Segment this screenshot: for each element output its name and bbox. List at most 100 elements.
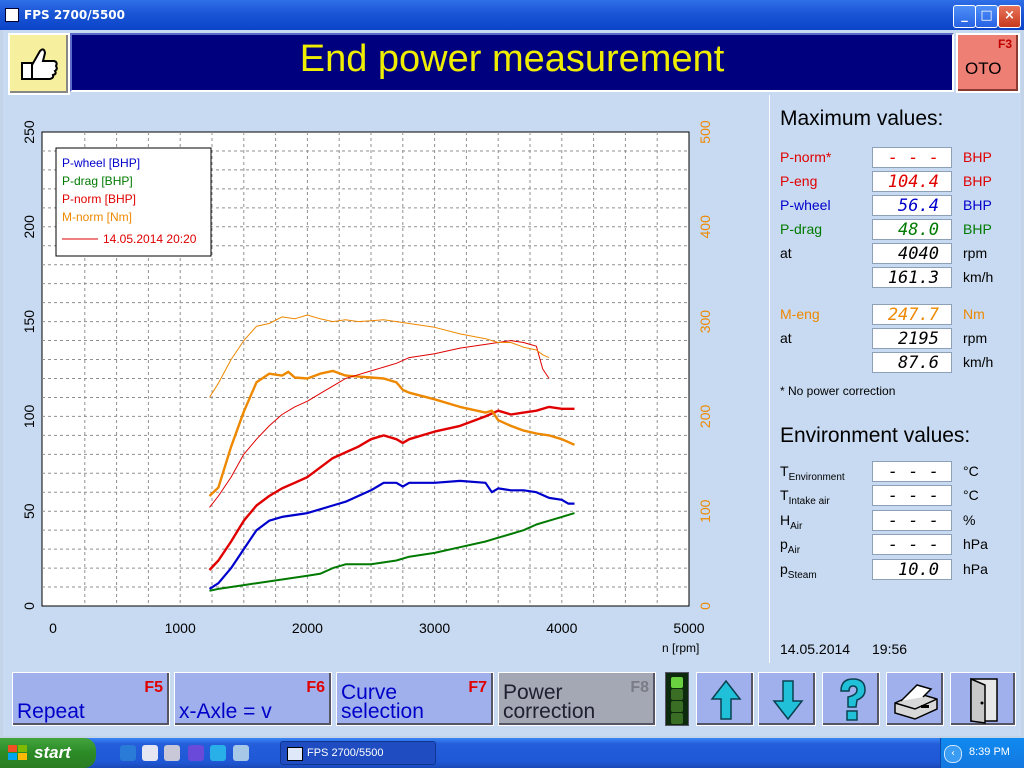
environment-value-display: - - - -.- bbox=[872, 461, 952, 503]
y-left-tick-label: 100 bbox=[21, 405, 37, 429]
max-value-unit: km/h bbox=[963, 269, 994, 285]
status-light bbox=[665, 672, 689, 726]
max-value-unit: rpm bbox=[963, 330, 988, 346]
minimize-button[interactable]: _ bbox=[953, 5, 976, 28]
status-lamp bbox=[671, 713, 683, 724]
max-values-title: Maximum values: bbox=[780, 107, 944, 130]
y-left-tick-label: 0 bbox=[21, 602, 37, 610]
max-value-display: 56.4 bbox=[872, 195, 952, 216]
legend-p-wheel: P-wheel [BHP] bbox=[62, 156, 140, 170]
y-right-tick-label: 300 bbox=[697, 310, 713, 334]
x-tick-label: 4000 bbox=[546, 620, 577, 636]
environment-unit: hPa bbox=[963, 561, 988, 577]
start-button[interactable]: start bbox=[0, 738, 96, 768]
max-value-unit: BHP bbox=[963, 149, 992, 165]
environment-label: pSteam bbox=[780, 561, 817, 581]
app-icon bbox=[5, 8, 19, 22]
environment-value-display: 10.0 bbox=[872, 559, 952, 580]
arrow-up-icon bbox=[710, 679, 742, 720]
max-value-display: 87.6 bbox=[872, 352, 952, 373]
arrow-down-icon bbox=[772, 680, 804, 721]
environment-unit: °C bbox=[963, 463, 979, 479]
legend-m-norm: M-norm [Nm] bbox=[62, 210, 132, 224]
max-value-display: 104.4 bbox=[872, 171, 952, 192]
y-right-tick-label: 500 bbox=[697, 120, 713, 144]
f7-key-label: F7 bbox=[468, 679, 487, 696]
repeat-button[interactable]: F5 Repeat bbox=[12, 672, 170, 726]
max-value-label: at bbox=[780, 330, 792, 346]
environment-label: HAir bbox=[780, 512, 803, 532]
arrow-up-button[interactable] bbox=[696, 672, 754, 726]
no-correction-note: * No power correction bbox=[780, 384, 896, 398]
maximize-button[interactable]: □ bbox=[975, 5, 998, 28]
quick-launch-icon[interactable] bbox=[120, 745, 136, 761]
taskbar-item[interactable]: FPS 2700/5500 bbox=[280, 741, 436, 765]
question-icon bbox=[840, 678, 866, 721]
max-value-unit: BHP bbox=[963, 173, 992, 189]
x-tick-label: 5000 bbox=[673, 620, 704, 636]
quick-launch-icon[interactable] bbox=[164, 745, 180, 761]
close-button[interactable]: × bbox=[998, 5, 1021, 28]
max-value-display: 247.7 bbox=[872, 304, 952, 325]
reference-p-norm-line bbox=[209, 340, 550, 508]
quick-launch-icon[interactable] bbox=[188, 745, 204, 761]
y-right-tick-label: 200 bbox=[697, 405, 713, 429]
quick-launch-icon[interactable] bbox=[210, 745, 226, 761]
quick-launch-icon[interactable] bbox=[233, 745, 249, 761]
max-value-label: at bbox=[780, 245, 792, 261]
window-titlebar[interactable]: FPS 2700/5500 _ □ × bbox=[0, 0, 1024, 30]
measurement-date: 14.05.2014 bbox=[780, 641, 851, 657]
p-wheel-line bbox=[208, 479, 575, 590]
max-value-display: 48.0 bbox=[872, 219, 952, 240]
arrow-down-button[interactable] bbox=[758, 672, 816, 726]
thumbs-up-button[interactable] bbox=[8, 33, 70, 95]
p-drag-line bbox=[209, 512, 575, 592]
reference-m-norm-line bbox=[209, 314, 550, 398]
environment-label: TIntake air bbox=[780, 487, 830, 507]
help-button[interactable] bbox=[822, 672, 880, 726]
status-lamp-top bbox=[671, 677, 683, 688]
x-axle-button[interactable]: F6 x-Axle = v bbox=[174, 672, 332, 726]
power-correction-button[interactable]: F8 Power correction bbox=[498, 672, 656, 726]
x-tick-label: 0 bbox=[49, 620, 57, 636]
p-norm-line bbox=[208, 405, 575, 571]
x-axis-label: n [rpm] bbox=[662, 641, 699, 655]
curve-selection-label: Curve selection bbox=[341, 681, 424, 723]
quick-launch-icon[interactable] bbox=[142, 745, 158, 761]
window-title: FPS 2700/5500 bbox=[24, 8, 125, 22]
m-norm-line bbox=[208, 369, 575, 497]
x-tick-label: 1000 bbox=[165, 620, 196, 636]
f3-button[interactable]: F3 OTO bbox=[956, 33, 1020, 93]
max-value-display: - - - - .- bbox=[872, 147, 952, 189]
door-icon bbox=[970, 677, 998, 724]
chart-panel: 0 1000 2000 3000 4000 5000 0 50 100 150 200 250 0 100… bbox=[6, 95, 765, 663]
grid bbox=[42, 132, 689, 606]
tray-expand-icon[interactable]: ‹ bbox=[944, 745, 962, 763]
y-left-tick-label: 200 bbox=[21, 215, 37, 239]
environment-label: TEnvironment bbox=[780, 463, 845, 483]
curves bbox=[208, 314, 575, 592]
thumbs-up-icon bbox=[21, 48, 58, 80]
x-tick-label: 3000 bbox=[419, 620, 450, 636]
max-value-display: 161.3 bbox=[872, 267, 952, 288]
x-tick-label: 2000 bbox=[292, 620, 323, 636]
page-title: End power measurement bbox=[299, 38, 725, 80]
curve-selection-button[interactable]: F7 Curve selection bbox=[336, 672, 494, 726]
system-tray: ‹ 8:39 PM bbox=[940, 738, 1024, 768]
max-value-unit: BHP bbox=[963, 221, 992, 237]
y-left-tick-label: 250 bbox=[21, 120, 37, 144]
status-lamp bbox=[671, 701, 683, 712]
environment-unit: hPa bbox=[963, 536, 988, 552]
clock: 8:39 PM bbox=[969, 746, 1010, 758]
environment-values-title: Environment values: bbox=[780, 424, 971, 447]
y-right-tick-label: 400 bbox=[697, 215, 713, 239]
max-value-display: 4040 bbox=[872, 243, 952, 264]
max-value-label: M-eng bbox=[780, 306, 820, 322]
exit-button[interactable] bbox=[950, 672, 1016, 726]
max-value-unit: BHP bbox=[963, 197, 992, 213]
f6-key-label: F6 bbox=[306, 679, 325, 696]
x-axle-label: x-Axle = v bbox=[179, 700, 272, 723]
max-value-unit: Nm bbox=[963, 306, 985, 322]
print-button[interactable] bbox=[886, 672, 944, 726]
f3-key-label: F3 bbox=[997, 37, 1012, 51]
